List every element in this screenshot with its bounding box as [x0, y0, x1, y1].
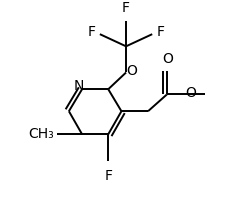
Text: F: F [122, 1, 130, 15]
Text: F: F [157, 25, 165, 39]
Text: F: F [104, 169, 112, 183]
Text: O: O [162, 52, 173, 66]
Text: O: O [185, 86, 196, 100]
Text: CH₃: CH₃ [29, 127, 54, 141]
Text: N: N [73, 79, 84, 93]
Text: F: F [87, 25, 95, 39]
Text: O: O [126, 64, 137, 78]
